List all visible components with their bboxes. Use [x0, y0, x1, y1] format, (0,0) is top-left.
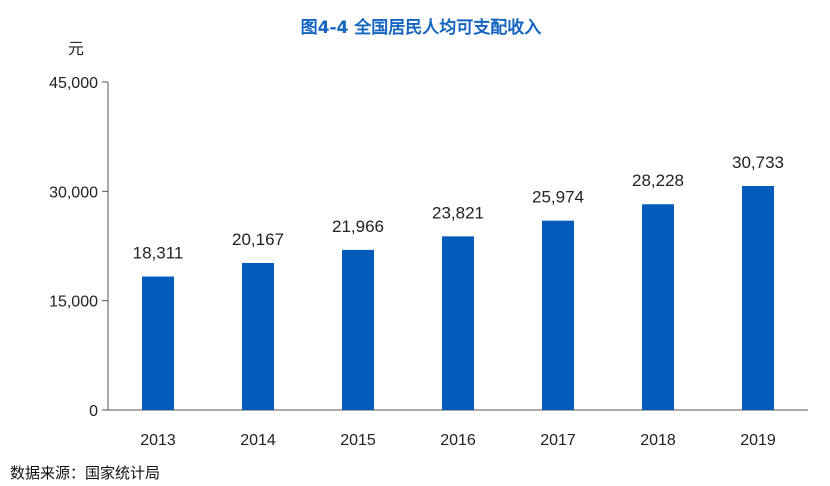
x-tick-label-2015: 2015 [340, 432, 376, 449]
data-label-2017: 25,974 [532, 188, 584, 207]
bar-2018 [642, 204, 674, 410]
x-tick-label-2018: 2018 [640, 432, 676, 449]
x-axis: 2013 2014 2015 2016 2017 2018 2019 [140, 432, 776, 449]
bar-2013 [142, 276, 174, 410]
y-axis-unit: 元 [68, 39, 84, 58]
x-tick-label-2014: 2014 [240, 432, 276, 449]
y-tick-label: 0 [89, 403, 98, 420]
x-tick-label-2017: 2017 [540, 432, 576, 449]
x-tick-label-2019: 2019 [740, 432, 776, 449]
y-tick-label: 30,000 [49, 184, 98, 201]
y-tick-label: 45,000 [49, 75, 98, 92]
bars-group: 18,311 20,167 21,966 23,821 25,974 28,228 30,7… [133, 153, 784, 410]
bar-2017 [542, 220, 574, 410]
y-axis: 0 15,000 30,000 45,000 [49, 75, 108, 420]
data-label-2018: 28,228 [632, 171, 684, 190]
y-tick-label: 15,000 [49, 294, 98, 311]
data-label-2014: 20,167 [232, 230, 284, 249]
chart-title: 图4-4 全国居民人均可支配收入 [301, 17, 542, 38]
data-label-2015: 21,966 [332, 217, 384, 236]
data-label-2016: 23,821 [432, 203, 484, 222]
x-tick-label-2016: 2016 [440, 432, 476, 449]
bar-2019 [742, 185, 774, 410]
bar-2016 [442, 236, 474, 410]
x-tick-label-2013: 2013 [140, 432, 176, 449]
data-label-2013: 18,311 [133, 244, 184, 263]
bar-2014 [242, 263, 274, 410]
data-source: 数据来源：国家统计局 [10, 464, 160, 482]
bar-2015 [342, 249, 374, 410]
data-label-2019: 30,733 [732, 153, 784, 172]
